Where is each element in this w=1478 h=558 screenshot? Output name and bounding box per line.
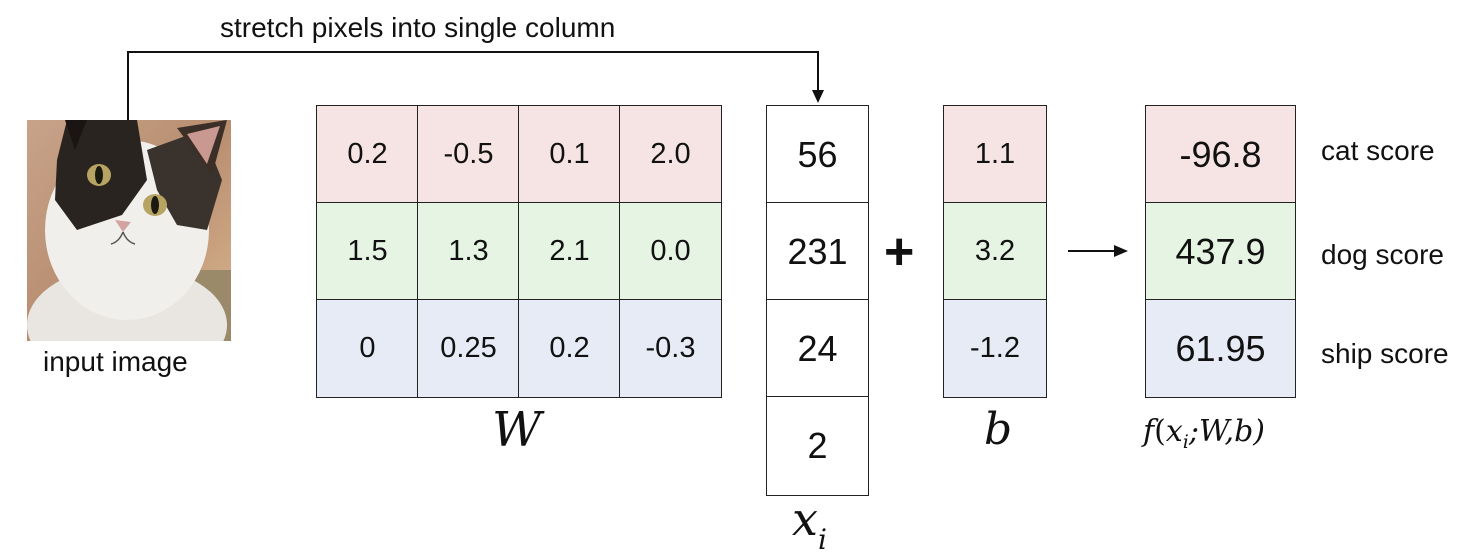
b-label: b — [984, 404, 1013, 455]
w-cell: -0.3 — [619, 299, 722, 398]
f-label: f(xi;W,b) — [1143, 414, 1265, 453]
w-cell: 1.3 — [417, 202, 520, 301]
x-cell: 231 — [766, 202, 869, 301]
x-cell: 56 — [766, 105, 869, 204]
w-cell: 0.25 — [417, 299, 520, 398]
ship-score-label: ship score — [1321, 338, 1449, 369]
cat-score-label: cat score — [1321, 135, 1435, 166]
x-label: xi — [792, 492, 827, 556]
f-label-sub: i — [1182, 431, 1189, 453]
f-cell: 61.95 — [1145, 299, 1296, 398]
w-cell: 2.1 — [518, 202, 621, 301]
w-cell: 0 — [316, 299, 419, 398]
caption: stretch pixels into single column — [220, 12, 616, 43]
w-cell: 0.1 — [518, 105, 621, 204]
w-cell: 0.0 — [619, 202, 722, 301]
f-label-x: x — [1165, 414, 1183, 449]
x-label-sub: i — [817, 523, 827, 556]
w-cell: 1.5 — [316, 202, 419, 301]
b-cell: 1.1 — [943, 105, 1047, 204]
plus-sign: + — [884, 223, 915, 281]
input-image-label: input image — [43, 346, 188, 377]
w-cell: 0.2 — [518, 299, 621, 398]
f-cell: 437.9 — [1145, 202, 1296, 301]
f-cell: -96.8 — [1145, 105, 1296, 204]
w-label: W — [492, 402, 542, 458]
dog-score-label: dog score — [1321, 239, 1444, 270]
w-cell: 2.0 — [619, 105, 722, 204]
f-label-f: f — [1143, 414, 1155, 449]
x-label-main: x — [792, 492, 818, 546]
b-cell: -1.2 — [943, 299, 1047, 398]
x-cell: 2 — [766, 396, 869, 496]
b-cell: 3.2 — [943, 202, 1047, 301]
f-label-open: ( — [1154, 414, 1166, 449]
x-cell: 24 — [766, 299, 869, 398]
w-cell: -0.5 — [417, 105, 520, 204]
f-label-rest: ;W,b) — [1188, 414, 1265, 449]
w-cell: 0.2 — [316, 105, 419, 204]
cat-image — [27, 120, 231, 341]
